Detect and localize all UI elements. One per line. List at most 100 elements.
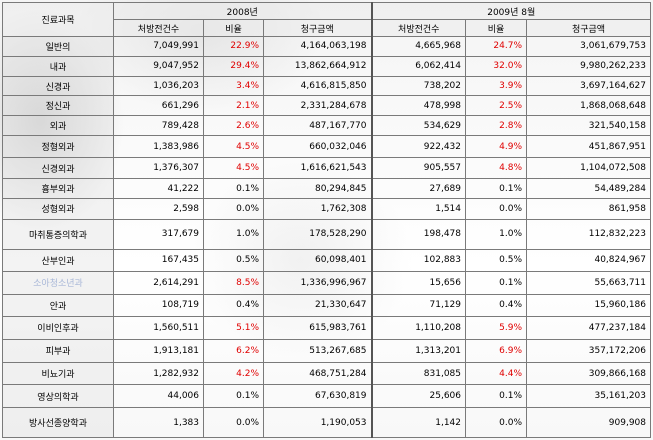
amount-2009-cell: 54,489,284 (526, 178, 651, 199)
ratio-2008-cell: 4.5% (203, 157, 264, 180)
ratio-2008-cell: 3.4% (203, 75, 264, 97)
dept-cell: 소아청소년과 (2, 270, 114, 295)
header-ratio-2008: 비율 (203, 19, 264, 37)
dept-cell: 신경과 (2, 75, 114, 97)
count-2009-cell: 4,665,968 (370, 36, 466, 57)
amount-2009-cell: 15,960,186 (526, 293, 651, 317)
dept-cell: 마취통증의학과 (2, 218, 114, 250)
amount-2009-cell: 477,237,184 (526, 315, 651, 340)
dept-cell: 영상의학과 (2, 384, 114, 409)
amount-2009-cell: 3,697,164,627 (526, 75, 651, 97)
count-2008-cell: 1,282,932 (113, 362, 204, 386)
dept-cell: 비뇨기과 (2, 362, 114, 386)
count-2008-cell: 1,560,511 (113, 315, 204, 340)
ratio-2008-cell: 6.2% (203, 338, 264, 364)
table-row: 성형외과 2,598 0.0% 1,762,308 1,514 0.0% 861,958 (2, 197, 651, 220)
table-row: 외과 789,428 2.6% 487,167,770 534,629 2.8% 321,5… (2, 115, 651, 137)
table-row: 신경외과 1,376,307 4.5% 1,616,621,543 905,557 4.8… (2, 157, 651, 180)
ratio-2008-cell: 0.1% (203, 178, 264, 199)
count-2009-cell: 102,883 (370, 248, 466, 272)
ratio-2008-cell: 2.1% (203, 95, 264, 117)
count-2009-cell: 25,606 (370, 384, 466, 409)
dept-cell: 정신과 (2, 95, 114, 117)
ratio-2009-cell: 0.0% (465, 197, 527, 220)
ratio-2008-cell: 1.0% (203, 218, 264, 250)
dept-cell: 이비인후과 (2, 315, 114, 340)
dept-cell: 산부인과 (2, 248, 114, 272)
amount-2008-cell: 1,190,053 (263, 407, 372, 438)
header-ratio-2009: 비율 (465, 19, 527, 37)
amount-2008-cell: 13,862,664,912 (263, 55, 372, 77)
amount-2008-cell: 1,616,621,543 (263, 157, 372, 180)
amount-2009-cell: 451,867,951 (526, 135, 651, 159)
table-row: 피부과 1,913,181 6.2% 513,267,685 1,313,201 6.9%… (2, 338, 651, 364)
ratio-2008-cell: 4.5% (203, 135, 264, 159)
ratio-2008-cell: 0.1% (203, 384, 264, 409)
header-row-columns: 처방전건수 비율 청구금액 처방전건수 비율 청구금액 (3, 19, 651, 37)
table-body: 일반의 7,049,991 22.9% 4,164,063,198 4,665,968 2… (2, 36, 651, 438)
count-2008-cell: 44,006 (113, 384, 204, 409)
amount-2008-cell: 4,616,815,850 (263, 75, 372, 97)
ratio-2008-cell: 4.2% (203, 362, 264, 386)
header-period-2008: 2008년 (113, 2, 372, 20)
header-dept: 진료과목 (2, 2, 114, 37)
ratio-2008-cell: 5.1% (203, 315, 264, 340)
header-period-2009: 2009년 8월 (370, 2, 651, 20)
table-row: 소아청소년과 2,614,291 8.5% 1,336,996,967 15,656 0.… (2, 270, 651, 295)
table-row: 영상의학과 44,006 0.1% 67,630,819 25,606 0.1% 35,16… (2, 384, 651, 409)
ratio-2009-cell: 0.1% (465, 178, 527, 199)
count-2008-cell: 1,036,203 (113, 75, 204, 97)
count-2008-cell: 317,679 (113, 218, 204, 250)
amount-2009-cell: 309,866,168 (526, 362, 651, 386)
amount-2008-cell: 660,032,046 (263, 135, 372, 159)
count-2008-cell: 1,376,307 (113, 157, 204, 180)
dept-cell: 피부과 (2, 338, 114, 364)
count-2009-cell: 71,129 (370, 293, 466, 317)
header-amount-2009: 청구금액 (526, 19, 651, 37)
amount-2008-cell: 615,983,761 (263, 315, 372, 340)
table-row: 안과 108,719 0.4% 21,330,647 71,129 0.4% 15,960,… (2, 293, 651, 317)
count-2009-cell: 27,689 (370, 178, 466, 199)
count-2008-cell: 661,296 (113, 95, 204, 117)
amount-2008-cell: 21,330,647 (263, 293, 372, 317)
count-2008-cell: 1,913,181 (113, 338, 204, 364)
amount-2008-cell: 513,267,685 (263, 338, 372, 364)
count-2008-cell: 2,614,291 (113, 270, 204, 295)
table-row: 일반의 7,049,991 22.9% 4,164,063,198 4,665,968 2… (2, 36, 651, 57)
amount-2009-cell: 861,958 (526, 197, 651, 220)
amount-2008-cell: 178,528,290 (263, 218, 372, 250)
table-row: 마취통증의학과 317,679 1.0% 178,528,290 198,478 1.0%… (2, 218, 651, 250)
ratio-2009-cell: 2.5% (465, 95, 527, 117)
dept-cell: 흉부외과 (2, 178, 114, 199)
table-row: 내과 9,047,952 29.4% 13,862,664,912 6,062,414 3… (2, 55, 651, 77)
ratio-2009-cell: 0.1% (465, 270, 527, 295)
amount-2008-cell: 60,098,401 (263, 248, 372, 272)
amount-2009-cell: 112,832,223 (526, 218, 651, 250)
ratio-2008-cell: 22.9% (203, 36, 264, 57)
table-row: 이비인후과 1,560,511 5.1% 615,983,761 1,110,208 5.… (2, 315, 651, 340)
count-2009-cell: 1,514 (370, 197, 466, 220)
header-count-2009: 처방전건수 (370, 19, 466, 37)
count-2009-cell: 478,998 (370, 95, 466, 117)
amount-2009-cell: 1,868,068,648 (526, 95, 651, 117)
dept-cell: 일반의 (2, 36, 114, 57)
count-2008-cell: 1,383 (113, 407, 204, 438)
count-2009-cell: 1,142 (370, 407, 466, 438)
amount-2008-cell: 80,294,845 (263, 178, 372, 199)
ratio-2009-cell: 32.0% (465, 55, 527, 77)
dept-cell: 성형외과 (2, 197, 114, 220)
amount-2009-cell: 35,161,203 (526, 384, 651, 409)
amount-2008-cell: 4,164,063,198 (263, 36, 372, 57)
ratio-2008-cell: 0.0% (203, 407, 264, 438)
count-2009-cell: 1,313,201 (370, 338, 466, 364)
count-2008-cell: 108,719 (113, 293, 204, 317)
count-2009-cell: 1,110,208 (370, 315, 466, 340)
ratio-2008-cell: 0.0% (203, 197, 264, 220)
ratio-2009-cell: 4.8% (465, 157, 527, 180)
ratio-2008-cell: 29.4% (203, 55, 264, 77)
count-2008-cell: 167,435 (113, 248, 204, 272)
amount-2009-cell: 909,908 (526, 407, 651, 438)
ratio-2009-cell: 4.9% (465, 135, 527, 159)
count-2009-cell: 738,202 (370, 75, 466, 97)
